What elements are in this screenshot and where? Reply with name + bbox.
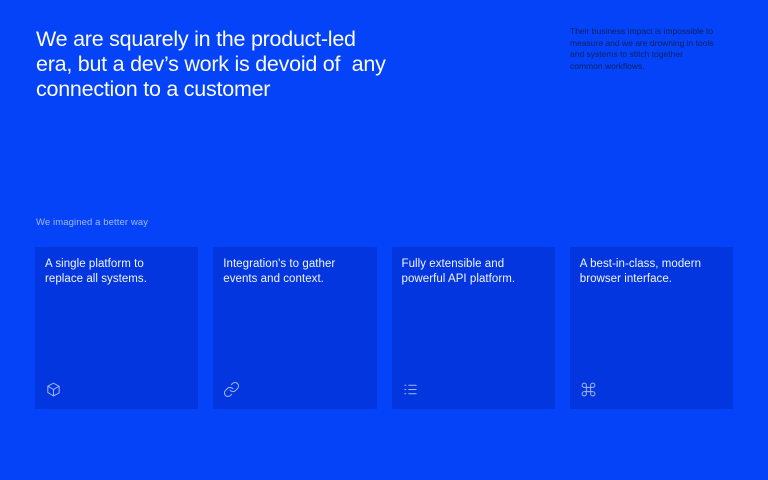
- headline: We are squarely in the product-led era, …: [36, 27, 386, 101]
- feature-card-label: A single platform to replace all systems…: [45, 258, 147, 285]
- feature-card-platform: A single platform to replace all systems…: [35, 247, 199, 409]
- command-icon: [580, 381, 597, 398]
- feature-card-browser: A best-in-class, modern browser interfac…: [569, 247, 733, 409]
- feature-card-label: A best-in-class, modern browser interfac…: [579, 258, 702, 285]
- aside-paragraph: Their business impact is impossible to m…: [570, 26, 714, 71]
- feature-card-api: Fully extensible and powerful API platfo…: [391, 247, 555, 409]
- feature-card-label: Fully extensible and powerful API platfo…: [401, 258, 516, 285]
- list-icon: [402, 381, 419, 398]
- feature-card-grid: A single platform to replace all systems…: [35, 247, 733, 409]
- feature-card-label: Integration's to gather events and conte…: [223, 258, 336, 285]
- kicker-label: We imagined a better way: [36, 217, 149, 228]
- cube-icon: [45, 381, 62, 398]
- feature-card-integrations: Integration's to gather events and conte…: [213, 247, 377, 409]
- link-icon: [223, 381, 240, 398]
